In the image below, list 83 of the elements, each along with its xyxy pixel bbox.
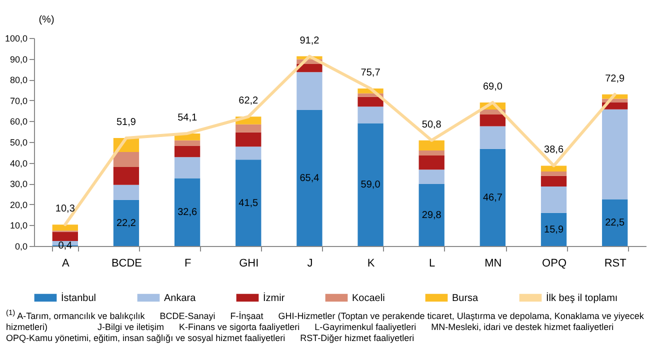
bar [418,150,444,156]
bar [418,184,444,246]
bar [540,176,567,187]
x-tick-label: GHI [239,258,259,270]
bar [602,109,628,200]
bar [174,178,200,246]
bar [236,160,262,246]
bar [480,148,506,246]
data-label: 10,3 [55,204,76,215]
x-tick-label: L [429,258,436,270]
data-label: 91,2 [300,35,320,46]
data-label: 0,4 [58,240,73,252]
legend-label: Bursa [452,292,479,304]
y-tick-label: 60,0 [10,116,28,127]
y-tick-label: 10,0 [10,220,28,231]
x-tick-label: OPQ [542,258,567,270]
bar [418,170,444,184]
x-tick-label: MN [484,258,502,270]
bar [236,146,262,160]
bar [296,110,322,246]
data-label: 22,2 [116,218,136,229]
bar [174,157,200,178]
bar [296,72,322,110]
bar [236,132,262,147]
bar [540,166,567,172]
data-label: 54,1 [178,112,198,124]
bar [480,126,506,149]
bar [174,146,200,158]
y-tick-label: 40,0 [10,158,28,168]
bar [418,140,444,151]
data-label: 29,8 [422,210,442,222]
bar [113,184,140,200]
bar [174,140,200,146]
data-label: 51,9 [116,117,136,128]
x-tick-label: J [307,258,313,270]
text: $^{(1)}$ A-Tarım, ormancılık ve balıkçılık BCDE-Sanayi F-İnşaat GHI-Hizmetler (Toptan ve perakende ticaret, Ulaştırma ve depolama, Konaklama ve yiyecek hizmetleri) J-Bilgi ve iletişim K-Finans ve sigorta faaliyetleri L-Gayrimenkul faaliyetleri MN-Mesleki, idari ve destek hizmet faaliyetleri OPQ-Kamu yönetimi, eğitim, insan sağlığı ve sosyal hizmet faaliyetleri RST-Diğer hizmet faaliyetleri [6,307,645,344]
legend-label: İzmir [263,292,286,304]
bar [540,212,567,246]
data-label: 38,6 [544,144,564,156]
data-label: 65,4 [300,172,320,184]
data-label: 62,2 [238,96,259,107]
data-label: 50,8 [422,119,442,130]
data-label: 41,5 [238,198,259,209]
bar [480,114,506,126]
x-tick-label: RST [604,258,627,270]
x-tick-label: F [184,258,192,270]
y-tick-label: 100,0 [4,34,28,44]
y-tick-label: 0,0 [14,242,28,252]
bar [358,123,384,246]
data-label: 72,9 [605,73,626,84]
data-label: 22,5 [605,218,626,229]
bar [52,232,78,242]
legend-label: İstanbul [61,292,96,304]
data-label: 15,9 [544,224,564,236]
legend-label: Kocaeli [352,292,385,304]
bar [540,172,567,176]
y-axis-title: (%) [38,14,54,26]
bar [113,166,140,185]
y-tick-label: 90,0 [10,54,28,64]
x-tick-label: A [62,258,70,270]
legend-label: İlk beş il toplamı [546,292,618,304]
y-tick-label: 70,0 [10,96,28,106]
y-tick-label: 20,0 [10,200,28,210]
x-tick-label: K [367,258,376,270]
y-tick-label: 30,0 [10,179,28,190]
legend-label: Ankara [164,292,196,304]
bar [358,106,384,124]
data-label: 59,0 [360,180,381,191]
bar [540,186,567,213]
bar [113,200,140,246]
data-label: 69,0 [482,81,503,92]
data-label: 75,7 [360,68,381,79]
bar [113,152,140,167]
bar [602,199,628,246]
y-tick-label: 50,0 [10,138,28,148]
data-label: 46,7 [482,192,503,204]
data-label: 32,6 [178,207,198,218]
x-tick-label: BCDE [111,258,142,270]
bar [236,124,262,132]
y-tick-label: 80,0 [10,75,28,86]
bar [358,96,384,107]
bar [418,156,444,170]
bar [52,224,78,231]
